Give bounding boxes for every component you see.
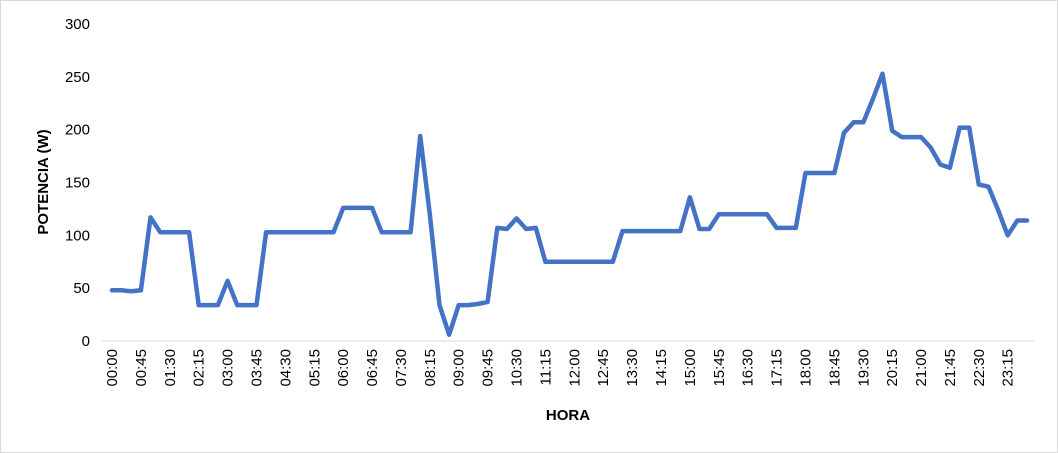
x-tick-label: 11:15 (537, 349, 554, 385)
x-tick-label: 06:45 (364, 349, 381, 387)
x-tick-label: 03:45 (248, 349, 265, 387)
y-tick-label: 300 (65, 16, 90, 33)
x-tick-label: 20:15 (884, 349, 901, 387)
x-tick-label: 05:15 (306, 349, 323, 387)
x-tick-label: 06:00 (335, 349, 352, 387)
x-tick-label: 14:15 (653, 349, 670, 387)
y-axis-ticks: 0 50 100 150 200 250 300 (65, 16, 90, 350)
x-tick-label: 13:30 (624, 349, 641, 387)
x-tick-label: 22:30 (971, 349, 988, 387)
y-tick-label: 250 (65, 69, 90, 86)
x-tick-label: 00:45 (133, 349, 150, 387)
y-tick-label: 150 (65, 175, 90, 192)
y-tick-label: 200 (65, 122, 90, 139)
x-tick-label: 08:15 (422, 349, 439, 387)
series-line-potencia (109, 71, 1030, 337)
x-tick-label: 12:00 (566, 349, 583, 387)
x-tick-label: 00:00 (104, 349, 121, 387)
x-tick-label: 10:30 (509, 349, 526, 387)
x-axis-ticks: 00:00 00:45 01:30 02:15 03:00 03:45 04:30 05:15… (104, 349, 1017, 387)
x-tick-label: 23:15 (1000, 349, 1017, 387)
x-tick-label: 01:30 (162, 349, 179, 387)
x-tick-label: 12:45 (595, 349, 612, 387)
y-tick-label: 100 (65, 227, 90, 244)
x-tick-label: 16:30 (740, 349, 757, 387)
x-tick-label: 07:30 (393, 349, 410, 387)
x-tick-label: 09:00 (451, 349, 468, 387)
y-tick-label: 50 (73, 280, 90, 297)
x-tick-label: 17:15 (769, 349, 786, 387)
x-tick-label: 15:00 (682, 349, 699, 387)
x-axis-title: HORA (546, 407, 590, 424)
x-tick-label: 21:00 (913, 349, 930, 387)
x-tick-label: 21:45 (942, 349, 959, 387)
x-tick-label: 04:30 (277, 349, 294, 387)
y-axis-title: POTENCIA (W) (35, 129, 52, 234)
x-tick-label: 18:45 (826, 349, 843, 387)
x-tick-label: 18:00 (797, 349, 814, 387)
x-tick-label: 02:15 (191, 349, 208, 387)
x-tick-label: 09:45 (480, 349, 497, 387)
y-tick-label: 0 (82, 333, 90, 350)
x-tick-label: 03:00 (220, 349, 237, 387)
x-tick-label: 19:30 (855, 349, 872, 387)
x-tick-label: 15:45 (711, 349, 728, 387)
